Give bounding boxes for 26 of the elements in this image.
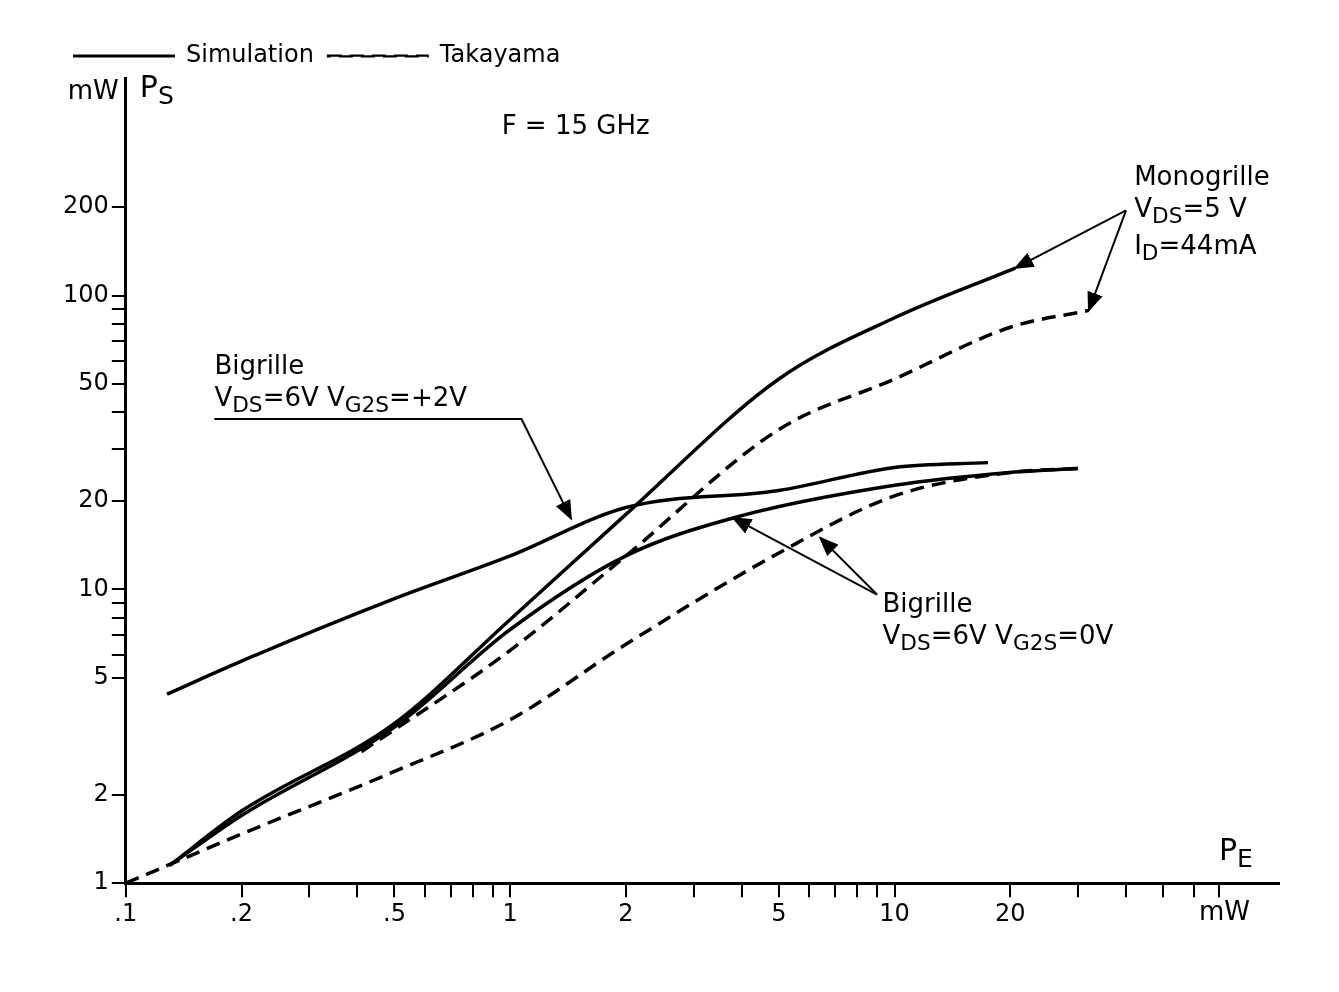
text: mW xyxy=(67,74,119,107)
y-tick-label: 100 xyxy=(63,279,109,308)
x-tick-label: 10 xyxy=(879,898,910,927)
x-axis-title: P$_{E}$ xyxy=(1219,831,1253,875)
legend-label: Simulation xyxy=(186,40,314,69)
x-tick-label: 2 xyxy=(618,898,634,927)
legend-label: Takayama xyxy=(438,40,561,69)
y-tick-label: 1 xyxy=(93,867,109,896)
y-tick-label: 2 xyxy=(93,778,109,807)
text: mW xyxy=(1199,895,1251,928)
y-tick-label: 5 xyxy=(93,662,109,691)
x-tick-label: .2 xyxy=(230,898,253,927)
x-tick-label: .1 xyxy=(114,898,138,927)
x-tick-label: 20 xyxy=(995,898,1026,927)
x-tick-label: 5 xyxy=(771,898,787,927)
x-tick-label: 1 xyxy=(502,898,518,927)
annotation: Bigrille V$_{DS}$=6V V$_{G2S}$=0V xyxy=(882,586,1114,657)
text: Monogrille V$_{DS}$=5 V I$_{D}$=44mA xyxy=(1134,160,1270,266)
y-tick-label: 50 xyxy=(78,368,109,397)
y-tick-label: 200 xyxy=(63,191,109,220)
x-tick-label: .5 xyxy=(383,898,406,927)
y-tick-label: 10 xyxy=(78,573,109,602)
annotation: F = 15 GHz xyxy=(501,109,650,142)
y-axis-title: P$_{S}$ xyxy=(139,68,174,112)
annotation: Bigrille V$_{DS}$=6V V$_{G2S}$=+2V xyxy=(214,348,468,419)
y-tick-label: 20 xyxy=(78,485,109,514)
